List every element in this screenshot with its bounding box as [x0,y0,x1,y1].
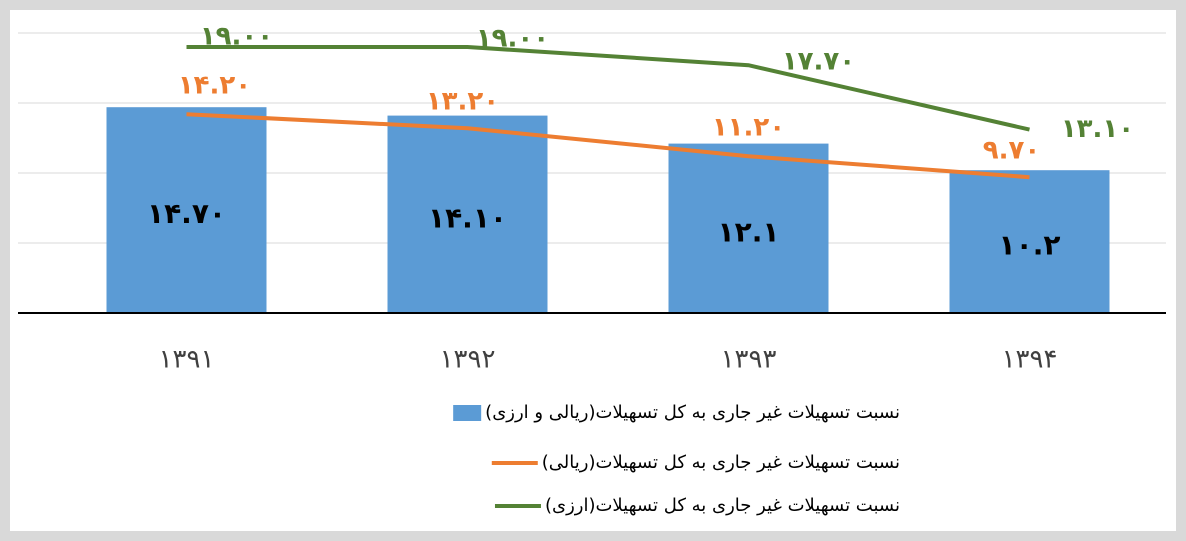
data-label: ۱۷.۷۰ [782,47,855,77]
bar [106,107,267,313]
data-label: ۱۳.۲۰ [426,87,499,117]
data-label: ۱۳.۱۰ [1061,114,1134,144]
data-label: ۱۴.۲۰ [178,71,251,101]
legend-label: نسبت تسهیلات غیر جاری به کل تسهیلات(ریال… [542,452,900,473]
x-tick-label: ۱۳۹۳ [721,345,777,375]
legend-label: نسبت تسهیلات غیر جاری به کل تسهیلات(ارزی… [545,495,900,516]
data-label: ۱۰.۲ [999,229,1061,262]
data-label: ۱۹.۰۰ [200,22,273,52]
line [186,112,1030,180]
data-label: ۱۲.۱ [718,215,780,248]
data-label: ۱۱.۲۰ [712,113,785,143]
x-tick-label: ۱۳۹۱ [159,345,215,375]
x-tick-label: ۱۳۹۴ [1002,345,1058,375]
data-label: ۹.۷۰ [983,136,1040,166]
data-label: ۱۴.۱۰ [428,201,507,234]
x-tick-label: ۱۳۹۲ [440,345,496,375]
data-label: ۱۹.۰۰ [476,24,549,54]
legend-label: نسبت تسهیلات غیر جاری به کل تسهیلات(ریال… [485,402,900,423]
bar [387,115,548,313]
bar [668,143,829,313]
data-label: ۱۴.۷۰ [147,197,226,230]
line [186,45,1030,132]
legend-swatch [453,405,482,421]
bar [949,170,1110,313]
